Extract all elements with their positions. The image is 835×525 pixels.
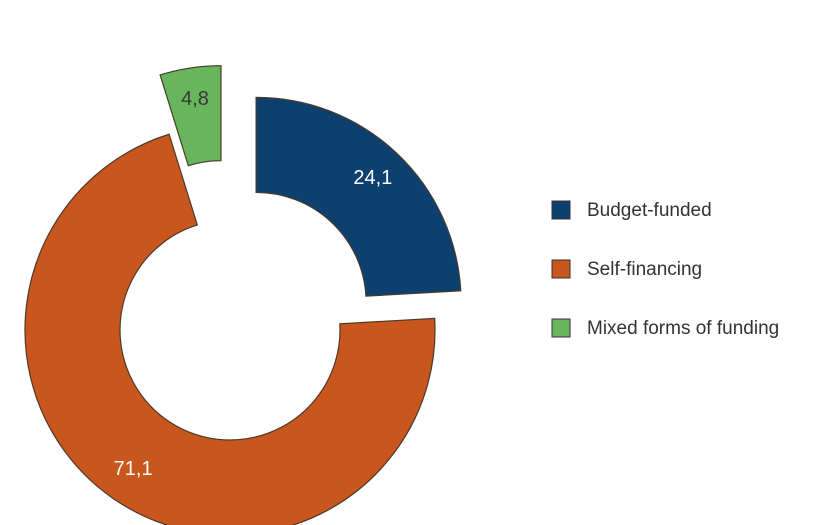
legend-label-self-financing: Self-financing — [587, 259, 702, 280]
data-labels-group: 24,1 71,1 4,8 — [114, 88, 393, 480]
legend-label-mixed-forms-of-funding: Mixed forms of funding — [587, 318, 779, 339]
slice-mixed-forms-of-funding — [159, 65, 222, 167]
legend-swatch-self-financing — [551, 259, 571, 279]
legend-label-budget-funded: Budget-funded — [587, 200, 712, 221]
legend: Budget-funded Self-financing Mixed forms o… — [551, 200, 779, 339]
data-label-mixed-forms-of-funding: 4,8 — [181, 88, 209, 110]
slice-budget-funded — [255, 96, 462, 297]
slice-self-financing — [24, 133, 436, 525]
legend-swatch-budget-funded — [551, 200, 571, 220]
legend-swatch-mixed-forms-of-funding — [551, 318, 571, 338]
data-label-self-financing: 71,1 — [114, 458, 153, 480]
slices-group — [24, 65, 462, 525]
data-label-budget-funded: 24,1 — [353, 167, 392, 189]
